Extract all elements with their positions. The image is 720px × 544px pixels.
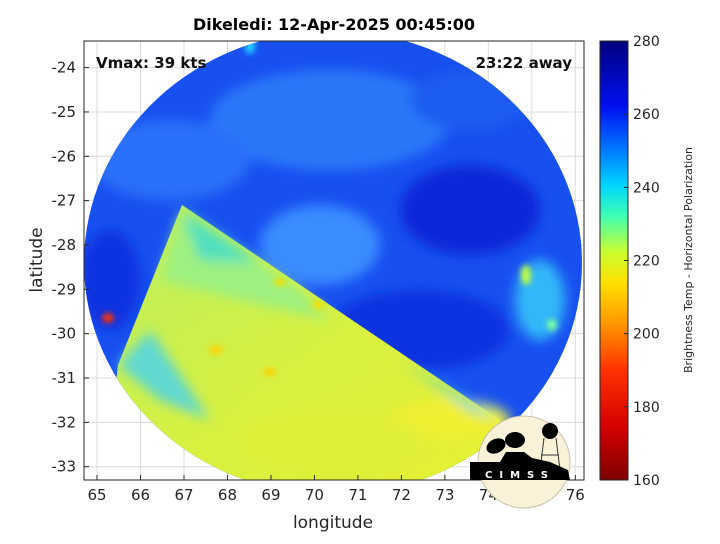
colorbar-tick-label: 280 [633, 34, 660, 50]
satellite-dish-icon [486, 438, 506, 454]
x-tick-label: 76 [566, 486, 585, 504]
colorbar-tick-label: 200 [633, 327, 660, 343]
time-away-annotation: 23:22 away [476, 54, 573, 72]
logo-text: CIMSS [485, 470, 555, 481]
plot-axes: 656667686970717273747576 -24-25-26-27-28… [52, 40, 585, 504]
y-tick-label: -24 [52, 59, 77, 77]
satellite-dish-icon [505, 432, 525, 448]
y-tick-label: -27 [52, 192, 77, 210]
y-tick-label: -30 [52, 325, 77, 343]
brightness-temp-swath [84, 41, 582, 480]
vmax-annotation: Vmax: 39 kts [96, 54, 206, 72]
x-tick-label: 66 [131, 486, 150, 504]
colorbar-tick-label: 260 [633, 107, 660, 123]
colorbar-tick-label: 240 [633, 180, 660, 196]
x-axis-label: longitude [293, 513, 373, 533]
y-tick-label: -32 [52, 413, 77, 431]
x-tick-label: 72 [392, 486, 411, 504]
y-tick-label: -31 [52, 369, 77, 387]
y-tick-label: -33 [52, 458, 77, 476]
colorbar-label: Brightness Temp - Horizontal Polarizatio… [682, 147, 695, 373]
colorbar-scale [599, 40, 629, 481]
x-tick-label: 70 [305, 486, 324, 504]
x-tick-label: 65 [87, 486, 106, 504]
y-tick-labels: -24 -25 -26 -27 -28 -29 -30 -31 -32 -33 [52, 59, 89, 476]
y-axis-label: latitude [27, 227, 47, 292]
colorbar-tick-label: 220 [633, 254, 660, 270]
cimss-logo: CIMSS [470, 415, 571, 509]
colorbar-tick-labels: 160 180 200 220 240 260 280 [624, 34, 660, 489]
colorbar: 160 180 200 220 240 260 280 Brightness Temp - … [599, 34, 695, 489]
building-silhouette-icon [470, 452, 570, 480]
x-tick-label: 71 [348, 486, 367, 504]
colorbar-tick-label: 180 [633, 400, 660, 416]
chart-title: Dikeledi: 12-Apr-2025 00:45:00 [193, 15, 475, 34]
y-tick-label: -25 [52, 103, 77, 121]
colorbar-tick-label: 160 [633, 473, 660, 489]
water-tower-icon [542, 423, 558, 439]
x-tick-label: 73 [435, 486, 454, 504]
y-tick-label: -28 [52, 236, 77, 254]
y-tick-label: -29 [52, 280, 77, 298]
y-tick-label: -26 [52, 147, 77, 165]
x-tick-label: 69 [261, 486, 280, 504]
x-tick-label: 68 [218, 486, 237, 504]
x-tick-label: 67 [174, 486, 193, 504]
